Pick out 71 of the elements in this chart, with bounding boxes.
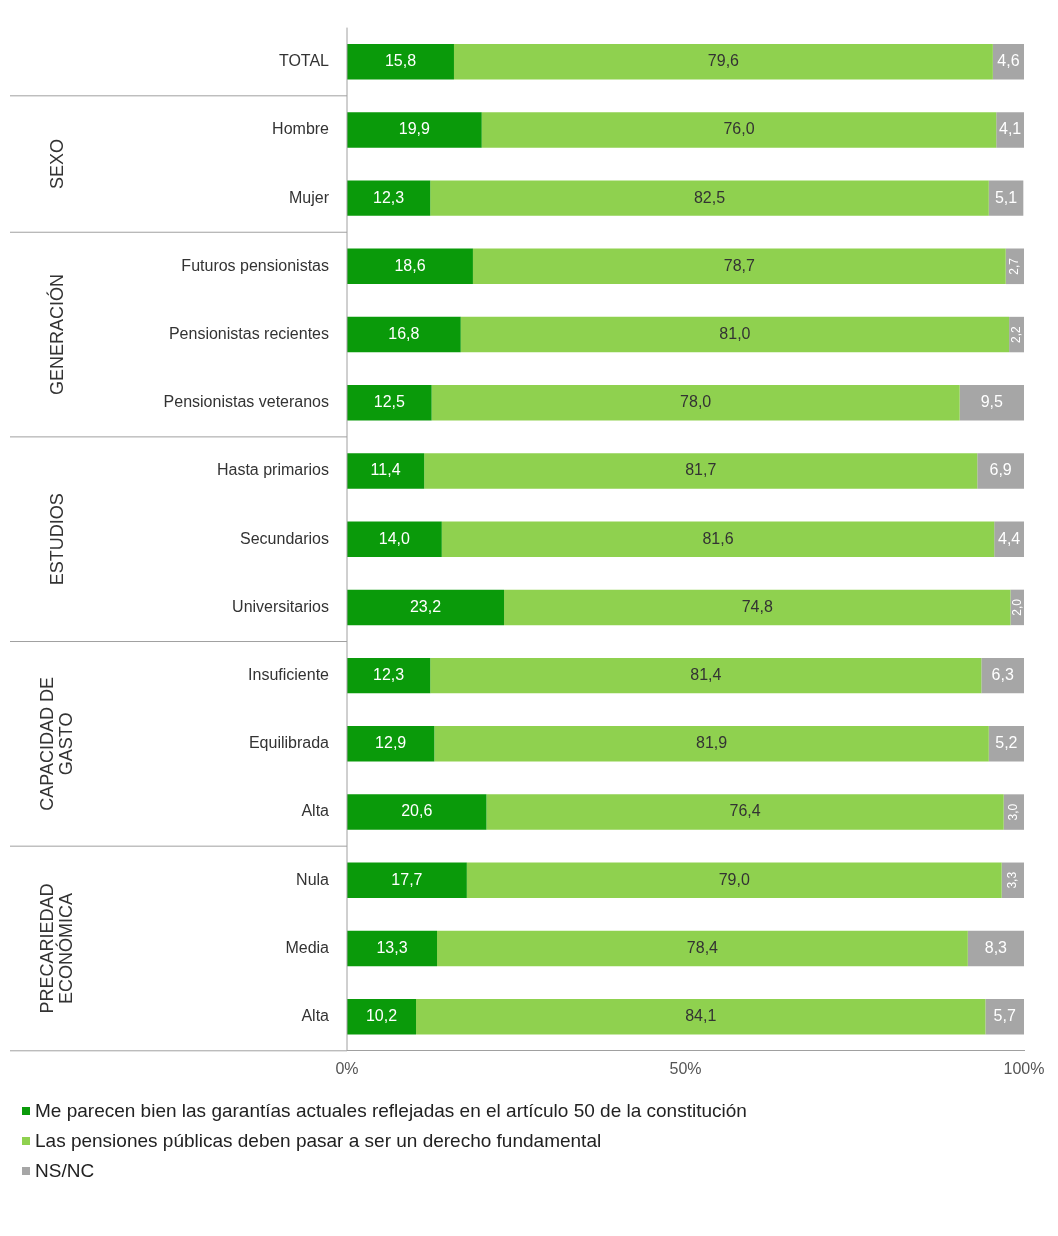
data-label: 81,0: [719, 324, 751, 342]
x-tick-label: 100%: [1003, 1059, 1045, 1077]
data-label: 19,9: [398, 120, 431, 138]
data-label: 2,0: [1009, 598, 1024, 616]
data-label: 4,6: [997, 52, 1020, 70]
data-label: 2,7: [1007, 257, 1022, 275]
data-label: 81,4: [690, 666, 722, 684]
y-tick-label: Alta: [301, 1007, 330, 1025]
data-label: 12,9: [375, 734, 407, 752]
text: CAPACIDAD DE GASTO: [37, 676, 77, 811]
data-label: 4,4: [997, 529, 1021, 547]
data-label: 78,4: [686, 938, 719, 956]
y-tick-label: TOTAL: [278, 52, 330, 70]
data-label: 2,2: [1008, 325, 1023, 343]
data-label: 12,3: [373, 666, 405, 684]
legend-label: Me parecen bien las garantías actuales reflejadas en el artículo 50 de la constitución: [35, 1100, 747, 1122]
y-tick-label: Insuficiente: [248, 666, 330, 684]
data-label: 20,6: [401, 802, 433, 820]
y-tick-label: Hasta primarios: [216, 461, 329, 479]
data-label: 5,1: [994, 188, 1018, 206]
data-label: 76,4: [729, 802, 761, 820]
data-label: 81,6: [702, 529, 734, 547]
data-label: 74,8: [741, 597, 773, 615]
y-tick-label: Media: [285, 938, 330, 956]
data-label: 18,6: [394, 256, 426, 274]
text: GENERACIÓN: [45, 274, 67, 396]
data-label: 79,6: [707, 52, 740, 70]
data-label: 82,5: [693, 188, 726, 206]
text: ESTUDIOS: [46, 493, 67, 586]
text: SEXO: [46, 139, 67, 190]
data-label: 15,8: [384, 52, 417, 70]
data-label: 3,0: [1006, 803, 1021, 821]
data-label: 6,3: [991, 666, 1014, 684]
data-label: 81,7: [685, 461, 717, 479]
data-label: 78,0: [680, 393, 712, 411]
y-tick-label: Mujer: [288, 188, 330, 206]
y-tick-label: Equilibrada: [248, 734, 330, 752]
data-label: 23,2: [409, 597, 442, 615]
y-tick-label: Universitarios: [232, 597, 329, 615]
data-label: 12,3: [373, 188, 405, 206]
data-label: 17,7: [391, 870, 423, 888]
data-label: 78,7: [723, 256, 755, 274]
x-tick-label: 0%: [335, 1059, 359, 1077]
data-label: 8,3: [984, 938, 1008, 956]
data-label: 4,1: [999, 120, 1022, 138]
data-label: 14,0: [378, 529, 411, 547]
data-label: 6,9: [989, 461, 1012, 479]
data-label: 76,0: [723, 120, 755, 138]
data-label: 10,2: [365, 1007, 398, 1025]
y-tick-label: Alta: [301, 802, 330, 820]
x-tick-label: 50%: [669, 1059, 702, 1077]
data-label: 13,3: [376, 938, 408, 956]
legend-label: Las pensiones públicas deben pasar a ser un derecho fundamental: [35, 1130, 602, 1152]
y-tick-label: Pensionistas veteranos: [163, 393, 329, 411]
text: PRECARIEDAD ECONÓMICA: [37, 883, 77, 1014]
data-label: 16,8: [388, 324, 420, 342]
y-tick-label: Pensionistas recientes: [168, 324, 329, 342]
y-tick-label: Hombre: [272, 120, 330, 138]
data-label: 3,3: [1005, 871, 1020, 889]
data-label: 9,5: [980, 393, 1004, 411]
y-tick-label: Futuros pensionistas: [181, 256, 329, 274]
data-label: 11,4: [370, 461, 401, 479]
data-label: 5,2: [995, 734, 1018, 752]
data-label: 84,1: [685, 1007, 717, 1025]
data-label: 12,5: [373, 393, 405, 411]
data-label: 81,9: [695, 734, 728, 752]
y-tick-label: Nula: [296, 870, 330, 888]
data-label: 79,0: [718, 870, 750, 888]
y-tick-label: Secundarios: [240, 529, 329, 547]
data-label: 5,7: [993, 1007, 1016, 1025]
legend-label: NS/NC: [35, 1160, 95, 1182]
